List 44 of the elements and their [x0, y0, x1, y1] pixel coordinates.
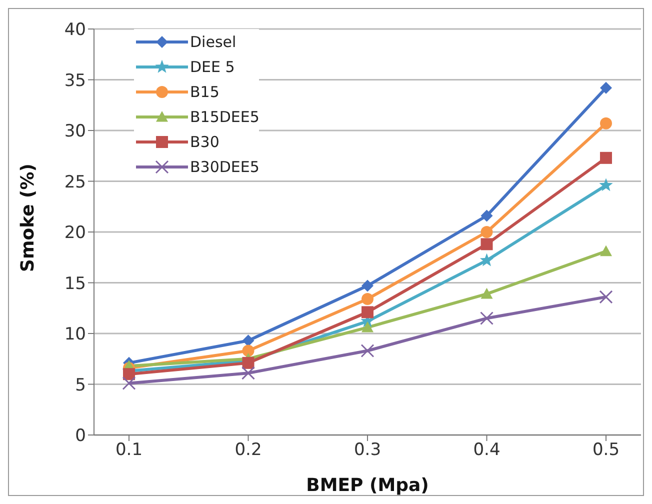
point: [599, 178, 613, 192]
point: [600, 82, 612, 94]
x-tick-label: 0.1: [115, 440, 143, 460]
x-tick-label: 0.5: [592, 440, 620, 460]
legend-label: Diesel: [190, 32, 236, 50]
point: [480, 210, 493, 222]
legend-label: B15DEE5: [190, 108, 260, 126]
y-tick-label: 10: [64, 324, 86, 345]
y-tick-label: 40: [64, 20, 86, 40]
point: [242, 356, 254, 369]
point: [600, 152, 612, 164]
point: [362, 280, 374, 292]
point: [480, 238, 493, 250]
point: [480, 288, 493, 299]
point: [122, 376, 136, 390]
legend-label: B15: [190, 82, 220, 100]
point: [480, 312, 494, 326]
y-tick-label: 30: [64, 122, 86, 142]
y-axis-title: Smoke (%): [17, 163, 38, 272]
point: [242, 366, 255, 380]
legend-label: B30DEE5: [190, 158, 260, 176]
point: [123, 368, 135, 380]
y-tick-label: 20: [64, 223, 86, 244]
point: [480, 226, 493, 238]
point: [362, 321, 374, 332]
y-tick-label: 35: [64, 70, 86, 91]
x-tick-label: 0.4: [473, 440, 500, 460]
y-tick-label: 15: [64, 274, 86, 294]
point: [480, 253, 494, 266]
x-axis-title: BMEP (Mpa): [306, 475, 429, 496]
point: [599, 290, 613, 304]
y-tick-label: 5: [75, 375, 86, 396]
y-tick-label: 25: [64, 172, 86, 192]
point: [362, 292, 374, 305]
x-tick-label: 0.2: [234, 440, 262, 460]
point: [362, 306, 374, 318]
point: [600, 117, 612, 130]
point: [360, 344, 374, 358]
legend-label: B30: [190, 132, 220, 150]
x-tick-label: 0.3: [354, 440, 382, 460]
legend-label: DEE 5: [190, 58, 235, 76]
point: [600, 245, 612, 256]
point: [242, 344, 254, 357]
y-tick-label: 0: [75, 426, 86, 446]
